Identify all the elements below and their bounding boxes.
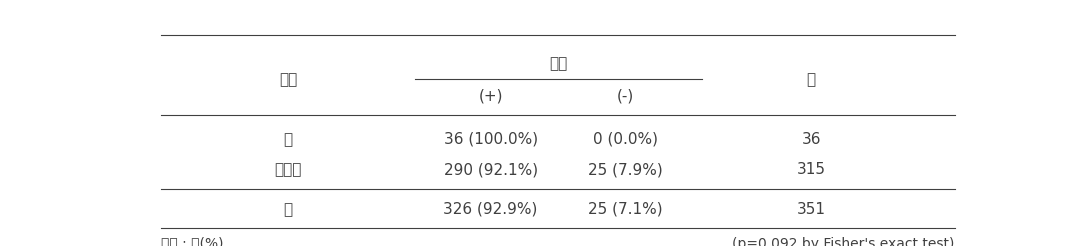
- Text: 36 (100.0%): 36 (100.0%): [443, 132, 538, 147]
- Text: 예: 예: [283, 132, 293, 147]
- Text: 0 (0.0%): 0 (0.0%): [594, 132, 658, 147]
- Text: (p=0.092 by Fisher's exact test): (p=0.092 by Fisher's exact test): [733, 237, 955, 246]
- Text: (-): (-): [617, 88, 634, 103]
- Text: 25 (7.1%): 25 (7.1%): [588, 202, 663, 217]
- Text: 315: 315: [797, 162, 825, 177]
- Text: 351: 351: [797, 202, 825, 217]
- Text: 단위 : 명(%): 단위 : 명(%): [161, 237, 224, 246]
- Text: 326 (92.9%): 326 (92.9%): [443, 202, 538, 217]
- Text: 25 (7.9%): 25 (7.9%): [588, 162, 663, 177]
- Text: 계: 계: [283, 202, 293, 217]
- Text: (+): (+): [478, 88, 503, 103]
- Text: 흡연: 흡연: [279, 72, 297, 87]
- Text: 항체: 항체: [549, 56, 567, 71]
- Text: 36: 36: [802, 132, 821, 147]
- Text: 아니오: 아니오: [274, 162, 302, 177]
- Text: 290 (92.1%): 290 (92.1%): [443, 162, 538, 177]
- Text: 계: 계: [807, 72, 816, 87]
